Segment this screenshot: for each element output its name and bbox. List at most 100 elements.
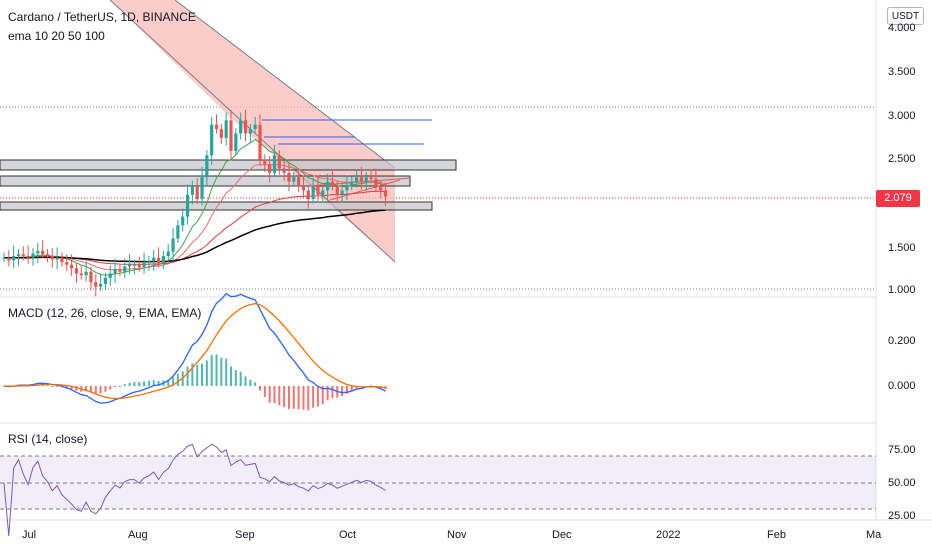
macd-histogram-bar bbox=[201, 363, 204, 386]
macd-histogram-bar bbox=[94, 386, 97, 394]
macd-histogram-bar bbox=[114, 386, 117, 388]
candle-body bbox=[79, 273, 83, 276]
candle-body bbox=[12, 256, 16, 261]
macd-histogram-bar bbox=[138, 382, 141, 386]
candle-body bbox=[50, 256, 54, 260]
macd-histogram-bar bbox=[220, 357, 223, 386]
candle-body bbox=[2, 257, 6, 259]
rsi-tick-75: 75.00 bbox=[888, 444, 916, 456]
macd-histogram-bar bbox=[215, 354, 218, 386]
candle-body bbox=[7, 257, 11, 261]
ema-lines bbox=[3, 138, 386, 276]
candle-body bbox=[297, 177, 301, 186]
macd-histogram-bar bbox=[51, 386, 54, 387]
macd-histogram-bar bbox=[186, 366, 189, 386]
candle-body bbox=[243, 120, 248, 134]
macd-histogram-bar bbox=[104, 386, 107, 392]
macd-histogram-bar bbox=[133, 381, 136, 386]
candle-body bbox=[258, 124, 262, 160]
macd-histogram-bar bbox=[89, 386, 92, 393]
macd-histogram-bar bbox=[143, 381, 146, 386]
candle-body bbox=[345, 186, 349, 191]
candle-body bbox=[176, 225, 180, 239]
macd-histogram-bar bbox=[128, 382, 131, 386]
indicator-label[interactable]: ema 10 20 50 100 bbox=[8, 29, 105, 43]
macd-histogram-bar bbox=[312, 386, 315, 408]
time-tick-jul: Jul bbox=[22, 529, 37, 541]
macd-histogram-bar bbox=[65, 386, 68, 389]
candle-body bbox=[16, 254, 21, 256]
zone-rect-1 bbox=[0, 159, 457, 171]
candle-body bbox=[171, 238, 175, 252]
macd-histogram-bar bbox=[297, 386, 300, 410]
chart-title: Cardano / TetherUS, 1D, BINANCE bbox=[8, 10, 196, 24]
candle-body bbox=[118, 269, 122, 272]
time-tick-nov: Nov bbox=[447, 529, 467, 541]
macd-histogram-bar bbox=[254, 382, 257, 386]
candle-body bbox=[340, 190, 344, 195]
candle-body bbox=[383, 190, 388, 197]
macd-histogram-bar bbox=[191, 363, 194, 386]
candle-body bbox=[210, 124, 214, 156]
macd-histogram-bar bbox=[205, 360, 208, 386]
macd-histogram-bar bbox=[341, 386, 344, 396]
candle-body bbox=[311, 186, 315, 200]
macd-histogram-bar bbox=[249, 379, 252, 386]
macd-histogram-bar bbox=[167, 379, 170, 386]
candle-body bbox=[94, 282, 98, 287]
macd-histogram-bar bbox=[176, 374, 179, 386]
price-tick-3000: 3.000 bbox=[888, 110, 916, 122]
macd-histogram-bar bbox=[70, 386, 73, 390]
macd-histogram-bar bbox=[302, 386, 305, 410]
macd-histogram bbox=[3, 354, 387, 411]
candle-body bbox=[60, 257, 64, 263]
currency-button[interactable]: USDT bbox=[887, 7, 924, 25]
candle-body bbox=[70, 264, 74, 269]
macd-histogram-bar bbox=[244, 376, 247, 386]
candle-body bbox=[99, 284, 103, 287]
zone-rect-3 bbox=[0, 201, 433, 211]
macd-histogram-bar bbox=[196, 364, 199, 386]
macd-histogram-bar bbox=[152, 380, 155, 386]
candle-body bbox=[354, 177, 359, 182]
macd-histogram-bar bbox=[258, 386, 261, 391]
candle-body bbox=[137, 264, 141, 268]
candle-body bbox=[292, 177, 296, 182]
candle-body bbox=[268, 164, 272, 173]
candle-body bbox=[55, 257, 59, 260]
candle-body bbox=[108, 273, 112, 278]
candle-body bbox=[65, 262, 69, 265]
candle-body bbox=[74, 268, 79, 274]
macd-histogram-bar bbox=[225, 358, 228, 386]
macd-histogram-bar bbox=[273, 386, 276, 404]
macd-histogram-bar bbox=[75, 386, 78, 391]
candle-body bbox=[132, 264, 137, 266]
candle-body bbox=[326, 181, 330, 191]
candlestick-series bbox=[2, 109, 388, 297]
candle-body bbox=[301, 186, 306, 191]
price-tick-2500: 2.500 bbox=[888, 153, 916, 165]
candle-body bbox=[152, 257, 156, 262]
candle-body bbox=[330, 181, 335, 186]
macd-tick-0000: 0.000 bbox=[888, 380, 916, 392]
time-tick-mar: Ma bbox=[866, 529, 882, 541]
candle-body bbox=[45, 254, 50, 256]
price-tick-1000: 1.000 bbox=[888, 284, 916, 296]
candle-body bbox=[156, 257, 161, 263]
candle-body bbox=[123, 266, 127, 272]
candle-body bbox=[84, 271, 88, 276]
macd-label[interactable]: MACD (12, 26, close, 9, EMA, EMA) bbox=[8, 306, 202, 320]
rsi-tick-50: 50.00 bbox=[888, 477, 916, 489]
candle-body bbox=[287, 172, 291, 182]
candle-body bbox=[350, 181, 354, 186]
ema-100-line bbox=[4, 209, 386, 263]
macd-histogram-bar bbox=[123, 384, 126, 386]
rsi-line bbox=[3, 443, 386, 537]
candle-body bbox=[253, 124, 257, 130]
macd-histogram-bar bbox=[278, 386, 281, 406]
candle-body bbox=[364, 177, 368, 182]
candle-body bbox=[306, 190, 310, 200]
macd-histogram-bar bbox=[287, 386, 290, 410]
rsi-label[interactable]: RSI (14, close) bbox=[8, 432, 88, 446]
